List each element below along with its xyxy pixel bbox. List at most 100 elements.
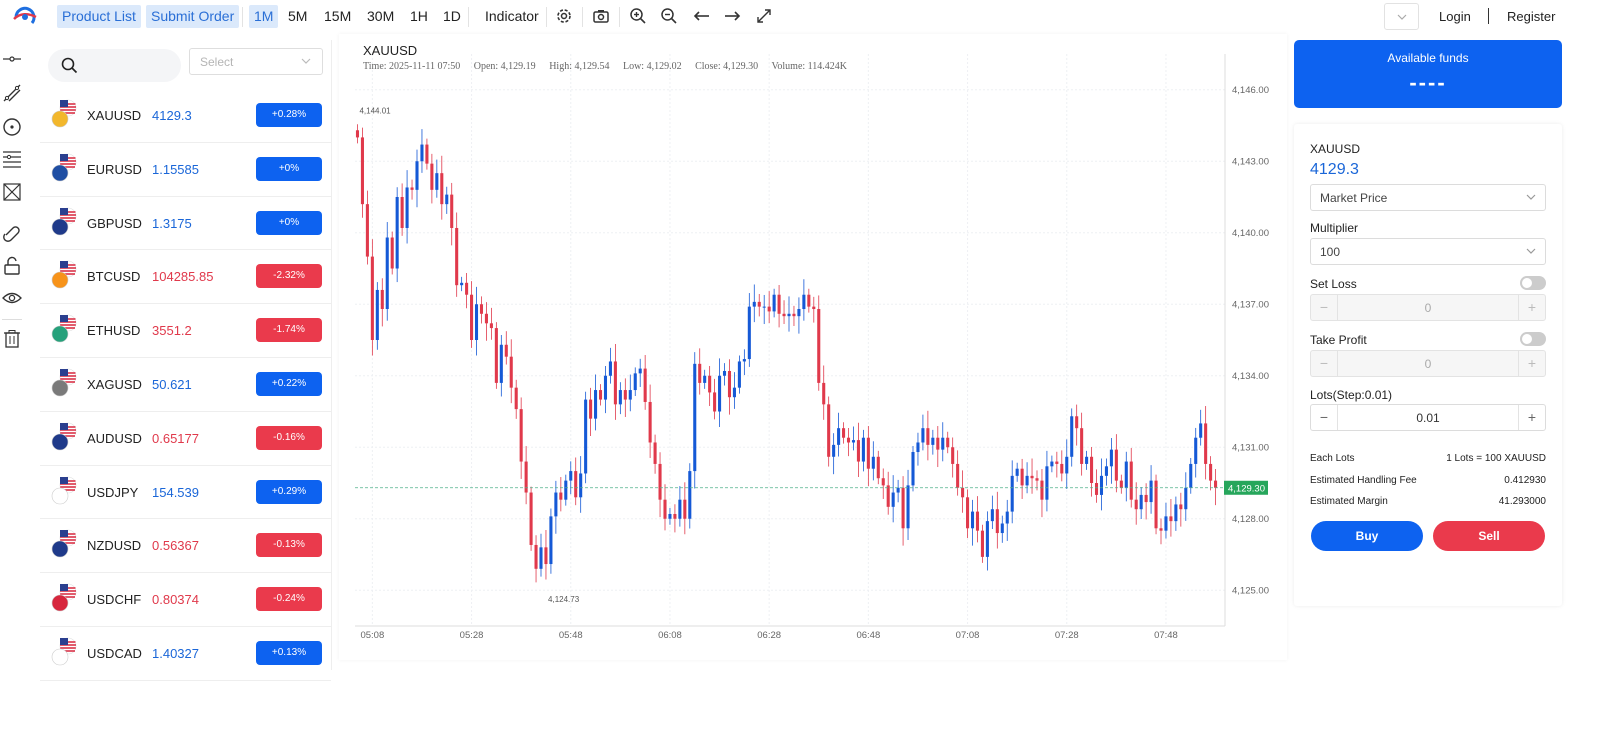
interval-1h-button[interactable]: 1H bbox=[410, 8, 428, 24]
margin-row: Estimated Margin 41.293000 bbox=[1310, 496, 1546, 507]
eye-icon[interactable] bbox=[1, 287, 23, 309]
set-loss-stepper[interactable]: − 0 + bbox=[1310, 294, 1546, 321]
interval-1d-button[interactable]: 1D bbox=[443, 8, 461, 24]
product-list-panel: Select XAUUSD 4129.3 +0.28% EURUSD 1.15585 +… bbox=[31, 40, 332, 681]
zoom-in-icon[interactable] bbox=[628, 6, 648, 26]
candle-body bbox=[792, 313, 796, 317]
candle-body bbox=[1209, 463, 1213, 481]
interval-30m-button[interactable]: 30M bbox=[367, 8, 395, 24]
zoom-out-icon[interactable] bbox=[659, 6, 679, 26]
product-row-btcusd[interactable]: BTCUSD 104285.85 -2.32% bbox=[40, 250, 331, 305]
candle-body bbox=[961, 487, 965, 498]
price-type-select[interactable]: Market Price bbox=[1310, 184, 1546, 211]
candle-body bbox=[777, 294, 781, 314]
login-link[interactable]: Login bbox=[1439, 9, 1471, 24]
set-loss-increment-button[interactable]: + bbox=[1518, 295, 1545, 320]
order-symbol: XAUUSD bbox=[1310, 142, 1361, 156]
take-profit-increment-button[interactable]: + bbox=[1518, 351, 1545, 376]
horizontal-line-tool-icon[interactable] bbox=[1, 48, 23, 70]
register-link[interactable]: Register bbox=[1507, 9, 1556, 24]
candle-body bbox=[931, 437, 935, 445]
fibonacci-tool-icon[interactable] bbox=[1, 148, 23, 170]
set-loss-decrement-button[interactable]: − bbox=[1311, 295, 1338, 320]
candle-body bbox=[440, 173, 444, 205]
candle-body bbox=[1080, 428, 1084, 464]
take-profit-decrement-button[interactable]: − bbox=[1311, 351, 1338, 376]
category-select[interactable]: Select bbox=[189, 48, 323, 75]
trend-line-tool-icon[interactable] bbox=[1, 82, 23, 104]
candle-body bbox=[648, 401, 652, 443]
product-row-usdcad[interactable]: USDCAD 1.40327 +0.13% bbox=[40, 627, 331, 681]
take-profit-label: Take Profit bbox=[1310, 333, 1367, 347]
buy-button[interactable]: Buy bbox=[1311, 521, 1423, 551]
product-row-usdjpy[interactable]: USDJPY 154.539 +0.29% bbox=[40, 466, 331, 520]
product-row-gbpusd[interactable]: GBPUSD 1.3175 +0% bbox=[40, 197, 331, 251]
x-tick-label: 07:48 bbox=[1154, 630, 1178, 641]
product-list-button[interactable]: Product List bbox=[57, 5, 141, 28]
gear-icon[interactable] bbox=[554, 6, 574, 26]
take-profit-toggle[interactable] bbox=[1520, 332, 1546, 346]
candle-body bbox=[901, 487, 905, 529]
fullscreen-icon[interactable] bbox=[754, 6, 774, 26]
indicator-button[interactable]: Indicator bbox=[485, 8, 539, 24]
product-row-xauusd[interactable]: XAUUSD 4129.3 +0.28% bbox=[40, 89, 331, 143]
submit-order-button[interactable]: Submit Order bbox=[146, 5, 240, 28]
candle-body bbox=[980, 530, 984, 557]
candle-body bbox=[1144, 494, 1148, 503]
candle-body bbox=[1045, 466, 1049, 500]
gold-icon bbox=[51, 99, 77, 128]
toolbar-divider bbox=[582, 7, 583, 27]
product-row-audusd[interactable]: AUDUSD 0.65177 -0.16% bbox=[40, 412, 331, 466]
account-dropdown[interactable] bbox=[1384, 3, 1419, 30]
interval-5m-button[interactable]: 5M bbox=[288, 8, 308, 24]
candle-body bbox=[400, 197, 404, 228]
set-loss-toggle[interactable] bbox=[1520, 276, 1546, 290]
price-type-value: Market Price bbox=[1320, 191, 1388, 205]
candle-body bbox=[975, 511, 980, 531]
take-profit-stepper[interactable]: − 0 + bbox=[1310, 350, 1546, 377]
sell-button[interactable]: Sell bbox=[1433, 521, 1545, 551]
available-funds-card: Available funds ---- bbox=[1294, 40, 1562, 108]
candle-body bbox=[842, 428, 846, 438]
candle-body bbox=[1030, 475, 1034, 479]
interval-1m-button[interactable]: 1M bbox=[249, 5, 279, 28]
product-symbol: ETHUSD bbox=[87, 323, 141, 339]
search-input[interactable] bbox=[48, 49, 181, 82]
candle-body bbox=[772, 294, 776, 312]
price-chart[interactable]: 4,146.00 4,143.00 4,140.00 4,137.00 4,134.00… bbox=[339, 34, 1287, 660]
candle-body bbox=[970, 511, 975, 529]
product-price: 50.621 bbox=[152, 376, 192, 392]
each-lots-row: Each Lots 1 Lots = 100 XAUUSD bbox=[1310, 453, 1546, 464]
candlestick-chart[interactable]: 4,146.00 4,143.00 4,140.00 4,137.00 4,134.00… bbox=[339, 34, 1287, 660]
pattern-tool-icon[interactable] bbox=[1, 181, 23, 203]
product-row-usdchf[interactable]: USDCHF 0.80374 -0.24% bbox=[40, 573, 331, 627]
circle-tool-icon[interactable] bbox=[1, 116, 23, 138]
unlock-icon[interactable] bbox=[1, 255, 23, 277]
arrow-right-icon[interactable] bbox=[722, 6, 742, 26]
lots-value[interactable]: 0.01 bbox=[1416, 411, 1440, 425]
candle-body bbox=[891, 492, 895, 507]
candle-body bbox=[1020, 468, 1024, 486]
multiplier-select[interactable]: 100 bbox=[1310, 238, 1546, 265]
product-price: 104285.85 bbox=[152, 269, 214, 285]
candle-body bbox=[727, 370, 732, 398]
candle-body bbox=[504, 344, 508, 357]
product-row-nzdusd[interactable]: NZDUSD 0.56367 -0.13% bbox=[40, 519, 331, 574]
multiplier-value: 100 bbox=[1320, 245, 1341, 259]
candle-body bbox=[1094, 483, 1099, 495]
arrow-left-icon[interactable] bbox=[692, 6, 712, 26]
candle-body bbox=[623, 390, 627, 400]
product-row-xagusd[interactable]: XAGUSD 50.621 +0.22% bbox=[40, 358, 331, 412]
lots-decrement-button[interactable]: − bbox=[1311, 405, 1338, 430]
candle-body bbox=[633, 373, 637, 391]
interval-15m-button[interactable]: 15M bbox=[324, 8, 352, 24]
product-row-ethusd[interactable]: ETHUSD 3551.2 -1.74% bbox=[40, 304, 331, 358]
take-profit-value: 0 bbox=[1424, 357, 1432, 371]
lots-increment-button[interactable]: + bbox=[1518, 405, 1545, 430]
product-row-eurusd[interactable]: EURUSD 1.15585 +0% bbox=[40, 143, 331, 197]
candle-body bbox=[529, 492, 533, 545]
lots-stepper[interactable]: − 0.01 + bbox=[1310, 404, 1546, 431]
magnet-icon[interactable] bbox=[1, 222, 23, 244]
trash-icon[interactable] bbox=[1, 328, 23, 350]
camera-icon[interactable] bbox=[591, 6, 611, 26]
